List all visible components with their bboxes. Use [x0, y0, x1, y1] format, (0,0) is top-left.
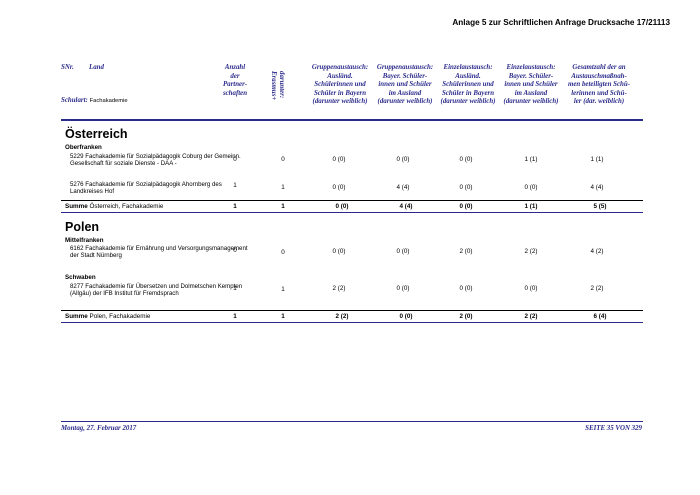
- header-single-out: Einzelaustausch: Bayer. Schüler- innen u…: [503, 64, 559, 106]
- cell-partner: 1: [233, 285, 237, 292]
- school-type-value: Fachakademie: [89, 98, 128, 104]
- header-total: Gesamtzahl der an Austauschmaßnah- men b…: [567, 64, 631, 106]
- sum-row-label: Summe Österreich, Fachakademie: [65, 203, 163, 210]
- region-heading: Schwaben: [65, 274, 96, 281]
- cell-total: 2 (2): [590, 285, 604, 292]
- sum-single-out: 1 (1): [524, 203, 538, 210]
- header-erasmus-text: darunter: Erasmus+: [270, 71, 286, 101]
- school-entry: 8277 Fachakademie für Übersetzen und Dol…: [70, 283, 250, 298]
- cell-total: 1 (1): [590, 156, 604, 163]
- top-caption: Anlage 5 zur Schriftlichen Anfrage Druck…: [452, 18, 670, 27]
- sum-total: 5 (5): [593, 203, 607, 210]
- cell-group-out: 0 (0): [396, 285, 410, 292]
- school-number: 6162: [70, 245, 84, 252]
- cell-single-in: 2 (0): [459, 248, 473, 255]
- section-rule: [61, 322, 643, 323]
- header-single-in: Einzelaustausch: Ausländ. Schülerinnen u…: [440, 64, 496, 106]
- sum-single-out: 2 (2): [524, 313, 538, 320]
- cell-single-in: 0 (0): [459, 184, 473, 191]
- sum-total: 6 (4): [593, 313, 607, 320]
- school-number: 5229: [70, 153, 84, 160]
- school-name: Fachakademie für Sozialpädagogik Ahornbe…: [70, 181, 222, 196]
- cell-erasmus: 1: [281, 184, 285, 191]
- header-partner: Anzahl der Partner- schaften: [222, 64, 248, 97]
- sum-erasmus: 1: [281, 203, 285, 210]
- country-heading: Polen: [65, 220, 100, 234]
- country-heading: Österreich: [65, 127, 128, 141]
- sum-single-in: 0 (0): [459, 203, 473, 210]
- header-snr: SNr.: [61, 64, 74, 71]
- header-group-out: Gruppenaustausch: Bayer. Schüler- innen …: [376, 64, 434, 106]
- cell-partner: 1: [233, 182, 237, 189]
- sum-row-label: Summe Polen, Fachakademie: [65, 313, 150, 320]
- school-entry: 5276 Fachakademie für Sozialpädagogik Ah…: [70, 181, 250, 196]
- cell-group-out: 4 (4): [396, 184, 410, 191]
- cell-group-out: 0 (0): [396, 156, 410, 163]
- section-rule: [61, 212, 643, 213]
- cell-total: 4 (4): [590, 184, 604, 191]
- sum-keyword: Summe: [65, 313, 88, 320]
- footer-date: Montag, 27. Februar 2017: [61, 425, 137, 432]
- footer-page-number: SEITE 35 VON 329: [585, 425, 642, 432]
- region-heading: Mittelfranken: [65, 237, 104, 244]
- sum-text: Österreich, Fachakademie: [89, 203, 164, 210]
- sum-group-in: 0 (0): [335, 203, 349, 210]
- sum-partner: 1: [233, 313, 237, 320]
- sum-rule: [61, 200, 643, 201]
- cell-group-out: 0 (0): [396, 248, 410, 255]
- school-type: Schulart: Fachakademie: [61, 97, 128, 104]
- cell-single-out: 0 (0): [524, 285, 538, 292]
- header-erasmus: darunter: Erasmus+: [270, 71, 286, 115]
- cell-single-in: 0 (0): [459, 285, 473, 292]
- school-type-label: Schulart:: [61, 97, 88, 104]
- sum-group-out: 4 (4): [399, 203, 413, 210]
- sum-keyword: Summe: [65, 203, 88, 210]
- cell-erasmus: 1: [281, 286, 285, 293]
- cell-single-out: 2 (2): [524, 248, 538, 255]
- cell-group-in: 2 (2): [332, 285, 346, 292]
- cell-single-out: 0 (0): [524, 184, 538, 191]
- footer-rule: [61, 421, 643, 422]
- cell-single-in: 0 (0): [459, 156, 473, 163]
- region-heading: Oberfranken: [65, 144, 102, 151]
- cell-partner: 0: [233, 156, 237, 163]
- cell-erasmus: 0: [281, 156, 285, 163]
- cell-group-in: 0 (0): [332, 184, 346, 191]
- cell-erasmus: 0: [281, 249, 285, 256]
- sum-rule: [61, 310, 643, 311]
- school-entry: 5229 Fachakademie für Sozialpädagogik Co…: [70, 153, 250, 168]
- header-group-in: Gruppenaustausch: Ausländ. Schülerinnen …: [311, 64, 369, 106]
- school-name: Fachakademie für Ernährung und Versorgun…: [70, 245, 248, 260]
- sum-partner: 1: [233, 203, 237, 210]
- header-rule: [61, 119, 643, 121]
- sum-single-in: 2 (0): [459, 313, 473, 320]
- cell-total: 4 (2): [590, 248, 604, 255]
- cell-single-out: 1 (1): [524, 156, 538, 163]
- cell-group-in: 0 (0): [332, 248, 346, 255]
- cell-partner: 0: [233, 247, 237, 254]
- sum-group-out: 0 (0): [399, 313, 413, 320]
- cell-group-in: 0 (0): [332, 156, 346, 163]
- school-name: Fachakademie für Sozialpädagogik Coburg …: [70, 153, 241, 168]
- school-name: Fachakademie für Übersetzen und Dolmetsc…: [70, 283, 243, 298]
- school-number: 8277: [70, 283, 84, 290]
- sum-text: Polen, Fachakademie: [89, 313, 151, 320]
- sum-erasmus: 1: [281, 313, 285, 320]
- school-number: 5276: [70, 181, 84, 188]
- sum-group-in: 2 (2): [335, 313, 349, 320]
- school-entry: 6162 Fachakademie für Ernährung und Vers…: [70, 245, 250, 260]
- header-land: Land: [89, 64, 104, 71]
